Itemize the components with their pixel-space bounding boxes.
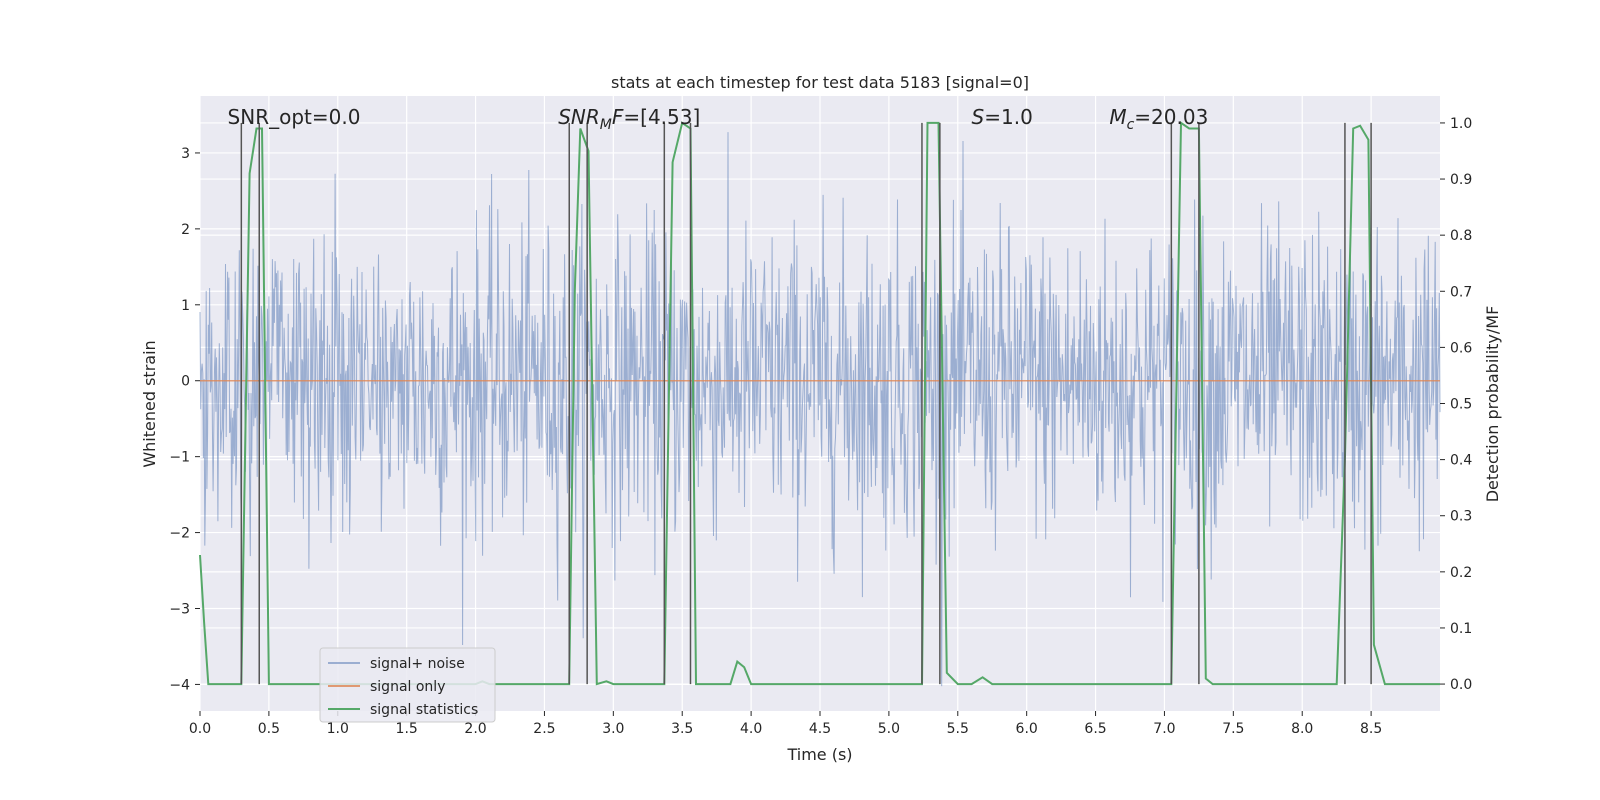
annotation: Mc=20.03 (1109, 105, 1208, 133)
annotation-part: SNR (558, 105, 600, 129)
chart-title: stats at each timestep for test data 518… (611, 73, 1029, 92)
annotation-part: M (600, 117, 612, 133)
y-tick-label: 3 (181, 146, 190, 162)
y2-tick-label: 0.4 (1450, 453, 1472, 469)
y2-tick-label: 0.1 (1450, 621, 1472, 637)
y-tick-label: 2 (181, 222, 190, 238)
x-tick-label: 0.5 (258, 721, 280, 737)
annotation-part: =1.0 (984, 105, 1033, 129)
annotation: SNR_opt=0.0 (228, 105, 361, 129)
y-tick-label: −4 (169, 677, 190, 693)
x-tick-label: 7.0 (1153, 721, 1175, 737)
x-tick-label: 1.0 (327, 721, 349, 737)
x-tick-label: 5.5 (947, 721, 969, 737)
annotation-part: S (972, 105, 985, 129)
x-tick-label: 2.5 (533, 721, 555, 737)
x-tick-label: 3.5 (671, 721, 693, 737)
x-tick-label: 2.0 (464, 721, 486, 737)
annotation: SNRMF=[4.53] (558, 105, 700, 133)
x-tick-label: 3.0 (602, 721, 624, 737)
x-axis-label: Time (s) (786, 745, 852, 764)
y2-tick-label: 0.0 (1450, 677, 1472, 693)
y-tick-label: 0 (181, 374, 190, 390)
y2-tick-label: 0.3 (1450, 509, 1472, 525)
noise-series (199, 132, 1441, 687)
x-tick-label: 8.0 (1291, 721, 1313, 737)
annotation: S=1.0 (972, 105, 1033, 129)
annotation-part: =20.03 (1134, 105, 1208, 129)
y-tick-label: 1 (181, 298, 190, 314)
annotation-part: M (1109, 105, 1126, 129)
y-tick-label: −2 (169, 526, 190, 542)
annotation-part: F (612, 105, 624, 129)
y2-tick-label: 0.8 (1450, 228, 1472, 244)
vertical-markers (240, 122, 1372, 685)
y-tick-label: −1 (169, 450, 190, 466)
x-tick-label: 1.5 (396, 721, 418, 737)
x-tick-label: 8.5 (1360, 721, 1382, 737)
x-tick-label: 5.0 (878, 721, 900, 737)
x-tick-label: 4.0 (740, 721, 762, 737)
y2-tick-label: 0.2 (1450, 565, 1472, 581)
annotations: SNR_opt=0.0 SNRMF=[4.53] S=1.0 Mc=20.03 (228, 105, 1209, 133)
series-signal-noise-line (199, 132, 1441, 687)
y2-tick-label: 0.5 (1450, 397, 1472, 413)
x-tick-label: 7.5 (1222, 721, 1244, 737)
annotation-part: =[4.53] (623, 105, 700, 129)
y-axis-label: Whitened strain (140, 340, 159, 467)
y2-tick-label: 0.7 (1450, 284, 1472, 300)
legend-label-signal: signal only (370, 679, 445, 695)
legend-label-noise: signal+ noise (370, 656, 465, 672)
annotation-part: c (1127, 117, 1135, 133)
x-tick-label: 6.5 (1084, 721, 1106, 737)
legend-label-stats: signal statistics (370, 702, 478, 718)
x-tick-label: 6.0 (1016, 721, 1038, 737)
legend: signal+ noise signal only signal statist… (319, 647, 496, 723)
y2-axis-label: Detection probability/MF (1483, 306, 1502, 503)
legend-box (319, 647, 496, 723)
y2-tick-label: 0.9 (1450, 172, 1472, 188)
y-tick-label: −3 (169, 602, 190, 618)
y2-tick-label: 0.6 (1450, 340, 1472, 356)
x-tick-label: 0.0 (189, 721, 211, 737)
y2-tick-label: 1.0 (1450, 116, 1472, 132)
x-tick-label: 4.5 (809, 721, 831, 737)
ticks: 0.0 0.5 1.0 1.5 2.0 2.5 3.0 3.5 4.0 4.5 5.0 5.5 6.0 6… (169, 116, 1472, 737)
